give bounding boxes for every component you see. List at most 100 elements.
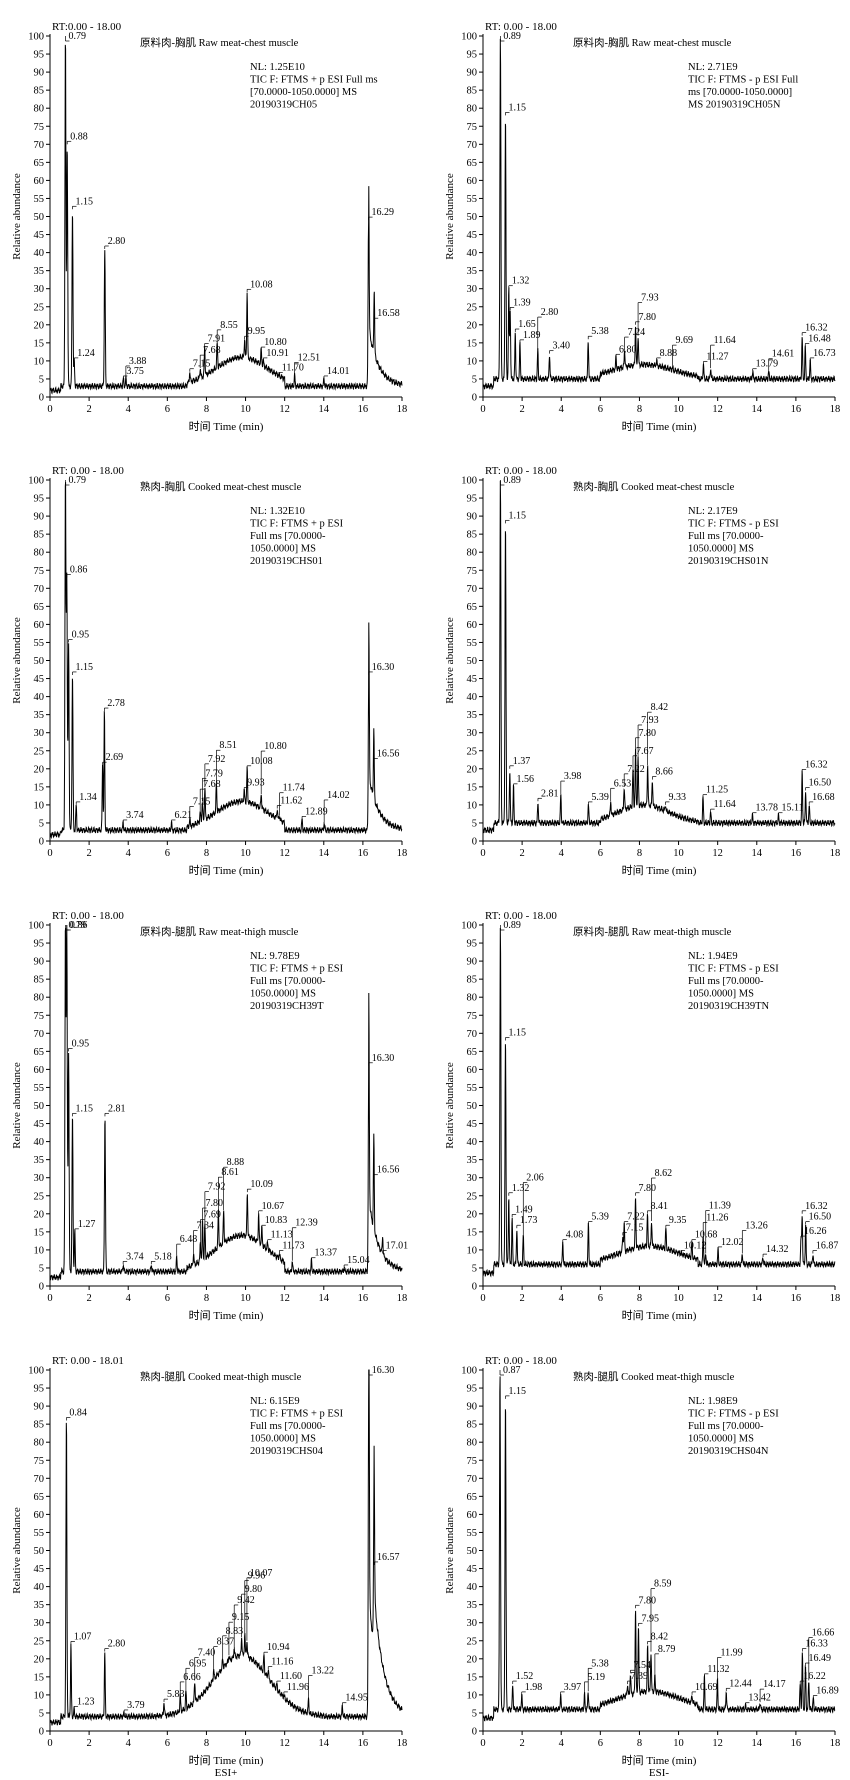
chromatogram-trace (49, 44, 403, 395)
x-tick-label: 18 (830, 1738, 841, 1749)
x-tick-label: 4 (126, 404, 132, 415)
peak-label: 9.80 (245, 1584, 263, 1595)
peak-label: 3.97 (564, 1682, 582, 1693)
peak-label: 8.88 (227, 1157, 245, 1168)
peak-label: 0.89 (503, 475, 520, 486)
peak-label: 12.02 (721, 1237, 744, 1248)
peak-label: 1.15 (508, 510, 526, 521)
panel-title: 熟肉-腿肌 Cooked meat-thigh muscle (140, 1370, 302, 1383)
peak-label: 10.80 (264, 741, 287, 752)
peak-label: 11.27 (706, 352, 728, 363)
y-tick-label: 15 (34, 338, 45, 349)
peak-label: 7.68 (203, 345, 221, 356)
x-tick-label: 4 (126, 1738, 132, 1749)
x-axis-title: 时间 Time (min) (622, 864, 697, 877)
chromatogram-panel: 0510152025303540455055606570758085909510… (444, 465, 840, 877)
y-tick-label: 35 (34, 266, 45, 277)
info-line: 1050.0000] MS (250, 989, 316, 1000)
info-line: NL: 2.17E9 (688, 506, 738, 517)
peak-label: 16.87 (816, 1241, 839, 1252)
x-tick-label: 8 (637, 1738, 642, 1749)
y-tick-label: 55 (34, 638, 45, 649)
y-tick-label: 75 (467, 1456, 478, 1467)
peak-label: 16.49 (808, 1653, 831, 1664)
x-tick-label: 8 (204, 1738, 209, 1749)
peak-label: 7.24 (628, 327, 646, 338)
y-tick-label: 0 (39, 1282, 44, 1293)
x-tick-label: 6 (598, 848, 603, 859)
y-tick-label: 55 (467, 1083, 478, 1094)
info-line: 1050.0000] MS (688, 1434, 754, 1445)
x-tick-label: 12 (279, 1293, 290, 1304)
peak-label: 5.83 (167, 1689, 185, 1700)
peak-label: 9.96 (248, 1571, 265, 1582)
peak-label: 0.89 (503, 31, 520, 42)
x-tick-label: 10 (240, 404, 251, 415)
peak-label: 2.80 (541, 307, 559, 318)
peak-label: 11.70 (282, 362, 304, 373)
y-tick-label: 25 (467, 746, 478, 757)
info-line: Full ms [70.0000- (250, 976, 326, 987)
x-tick-label: 4 (559, 1293, 565, 1304)
peak-label: 7.15 (193, 359, 211, 370)
peak-label: 8.66 (655, 767, 673, 778)
y-tick-label: 75 (467, 566, 478, 577)
peak-label: 3.74 (126, 1251, 144, 1262)
x-tick-label: 10 (240, 1293, 251, 1304)
peak-label: 7.22 (627, 764, 645, 775)
y-tick-label: 55 (467, 638, 478, 649)
y-tick-label: 100 (461, 1366, 477, 1377)
x-tick-label: 18 (830, 1293, 841, 1304)
x-tick-label: 14 (319, 848, 330, 859)
peak-label: 10.69 (695, 1682, 718, 1693)
panel-title: 原料肉-腿肌 Raw meat-thigh muscle (573, 925, 732, 938)
peak-label: 5.38 (591, 326, 609, 337)
peak-label: 7.22 (627, 1212, 645, 1223)
y-tick-label: 45 (34, 1119, 45, 1130)
peak-label: 16.66 (812, 1627, 835, 1638)
peak-label: 7.34 (197, 1221, 215, 1232)
y-tick-label: 100 (28, 476, 44, 487)
peak-label: 16.50 (809, 777, 832, 788)
x-tick-label: 6 (598, 1293, 603, 1304)
peak-label: 8.59 (654, 1579, 672, 1590)
y-tick-label: 0 (472, 1727, 477, 1738)
peak-label: 13.26 (745, 1221, 768, 1232)
chromatogram-trace (482, 480, 836, 834)
peak-label: 8.62 (655, 1168, 673, 1179)
peak-label: 0.95 (72, 1038, 90, 1049)
y-tick-label: 25 (34, 1636, 45, 1647)
y-tick-label: 55 (34, 1528, 45, 1539)
peak-label: 6.66 (183, 1672, 201, 1683)
peak-label: 15.11 (781, 803, 803, 814)
y-tick-label: 95 (34, 939, 45, 950)
x-tick-label: 2 (86, 404, 91, 415)
peak-label: 11.73 (282, 1241, 304, 1252)
y-tick-label: 90 (34, 68, 45, 79)
peak-label: 7.80 (639, 1595, 657, 1606)
peak-label: 0.86 (70, 920, 88, 931)
rt-range-label: RT: 0.00 - 18.00 (485, 910, 557, 922)
peak-label: 16.30 (372, 662, 395, 673)
panel-title: 原料肉-腿肌 Raw meat-thigh muscle (140, 925, 299, 938)
x-axis-title: 时间 Time (min) (189, 1309, 264, 1322)
info-line: 20190319CHS04 (250, 1446, 324, 1457)
info-line: 1050.0000] MS (688, 989, 754, 1000)
x-tick-label: 8 (637, 848, 642, 859)
rt-range-label: RT: 0.00 - 18.01 (52, 1355, 124, 1367)
peak-label: 7.91 (208, 333, 226, 344)
rt-range-label: RT: 0.00 - 18.00 (52, 465, 124, 477)
y-tick-label: 15 (34, 782, 45, 793)
peak-label: 7.80 (639, 312, 657, 323)
y-tick-label: 95 (467, 939, 478, 950)
esi-negative-label: ESI- (649, 1767, 670, 1779)
y-tick-label: 100 (28, 32, 44, 43)
peak-label: 10.67 (262, 1201, 285, 1212)
peak-label: 1.39 (513, 297, 531, 308)
y-tick-label: 75 (34, 1456, 45, 1467)
peak-label: 2.81 (541, 788, 559, 799)
y-tick-label: 75 (34, 1011, 45, 1022)
y-tick-label: 65 (467, 602, 478, 613)
y-tick-label: 50 (34, 212, 45, 223)
y-tick-label: 70 (467, 1474, 478, 1485)
